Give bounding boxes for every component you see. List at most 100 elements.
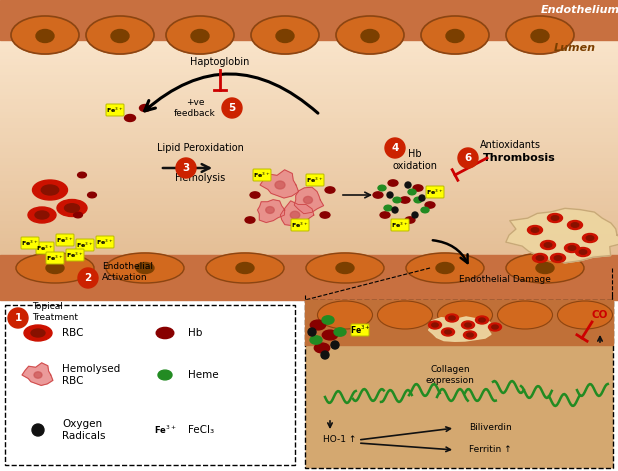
Text: Fe$^{3+}$: Fe$^{3+}$ [21, 238, 39, 248]
Ellipse shape [86, 16, 154, 54]
Bar [0, 40, 618, 44]
Ellipse shape [408, 189, 416, 195]
FancyBboxPatch shape [36, 242, 54, 254]
Circle shape [405, 182, 411, 188]
Ellipse shape [384, 205, 392, 211]
Bar [0, 63, 618, 67]
Text: CO: CO [592, 310, 608, 320]
FancyBboxPatch shape [351, 324, 369, 336]
Bar [0, 73, 618, 77]
Bar [305, 300, 613, 345]
Text: Biliverdin: Biliverdin [468, 423, 511, 432]
Bar [0, 130, 618, 133]
FancyBboxPatch shape [5, 305, 295, 465]
Text: FeCl₃: FeCl₃ [188, 425, 214, 435]
Ellipse shape [575, 247, 591, 257]
Bar [0, 239, 618, 243]
Text: 4: 4 [391, 143, 399, 153]
Ellipse shape [57, 200, 87, 217]
Text: 3: 3 [182, 163, 190, 173]
Circle shape [331, 341, 339, 349]
Bar [0, 199, 618, 203]
Ellipse shape [320, 212, 330, 218]
Bar [0, 162, 618, 166]
Bar [0, 205, 618, 210]
Bar [0, 149, 618, 153]
Polygon shape [258, 200, 285, 222]
Ellipse shape [325, 187, 335, 193]
Ellipse shape [544, 243, 552, 247]
Bar [0, 259, 618, 262]
Ellipse shape [323, 330, 337, 340]
Circle shape [387, 192, 393, 198]
Bar [0, 0, 618, 40]
Text: Fe$^{3+}$: Fe$^{3+}$ [85, 312, 106, 324]
Circle shape [8, 308, 28, 328]
Bar [0, 106, 618, 110]
Circle shape [419, 195, 425, 201]
Bar [0, 120, 618, 123]
Bar [0, 57, 618, 60]
Bar [0, 99, 618, 103]
Ellipse shape [446, 30, 464, 42]
Ellipse shape [528, 226, 543, 235]
Text: Topical
Treatment: Topical Treatment [32, 302, 78, 322]
Bar [0, 43, 618, 47]
Text: Fe$^{3+}$: Fe$^{3+}$ [66, 251, 83, 260]
Ellipse shape [11, 16, 79, 54]
Text: Fe$^{3+}$: Fe$^{3+}$ [391, 220, 408, 230]
Text: Fe$^{3+}$: Fe$^{3+}$ [426, 187, 444, 197]
Ellipse shape [531, 228, 539, 232]
Ellipse shape [446, 314, 459, 322]
Bar [0, 80, 618, 83]
FancyBboxPatch shape [56, 234, 74, 246]
Ellipse shape [441, 328, 454, 336]
Ellipse shape [24, 325, 52, 341]
Ellipse shape [583, 234, 598, 243]
FancyBboxPatch shape [76, 239, 94, 251]
Bar [0, 60, 618, 64]
Ellipse shape [28, 207, 56, 223]
Ellipse shape [290, 211, 300, 219]
Text: Endothelial Damage: Endothelial Damage [459, 276, 551, 284]
Bar [0, 47, 618, 50]
Bar [0, 186, 618, 189]
Bar [0, 192, 618, 196]
Text: Hemolysed
RBC: Hemolysed RBC [62, 364, 121, 386]
Ellipse shape [156, 327, 174, 339]
Ellipse shape [414, 197, 422, 203]
Ellipse shape [425, 202, 435, 208]
Text: Fe$^{3+}$: Fe$^{3+}$ [307, 175, 324, 185]
Text: Fe$^{3+}$: Fe$^{3+}$ [291, 220, 309, 230]
Text: 6: 6 [464, 153, 472, 163]
Bar [0, 126, 618, 130]
Bar [0, 50, 618, 54]
Bar [0, 232, 618, 236]
Ellipse shape [579, 250, 586, 254]
Bar [0, 123, 618, 127]
Text: Collagen
expression: Collagen expression [426, 365, 475, 385]
Circle shape [458, 148, 478, 168]
Text: Antioxidants: Antioxidants [480, 140, 541, 150]
Ellipse shape [191, 30, 209, 42]
Text: 1: 1 [14, 313, 22, 323]
FancyArrowPatch shape [433, 240, 468, 263]
Ellipse shape [64, 204, 80, 212]
Text: Lipid Peroxidation: Lipid Peroxidation [156, 143, 243, 153]
Circle shape [32, 424, 44, 436]
Bar [0, 103, 618, 107]
Ellipse shape [533, 253, 548, 262]
Ellipse shape [567, 220, 583, 229]
Text: Endothelium: Endothelium [540, 5, 618, 15]
Ellipse shape [373, 192, 383, 198]
Ellipse shape [361, 30, 379, 42]
Ellipse shape [140, 105, 151, 112]
Ellipse shape [479, 318, 485, 322]
Polygon shape [281, 201, 314, 226]
Ellipse shape [465, 323, 472, 327]
Bar [0, 265, 618, 269]
Polygon shape [428, 317, 493, 341]
Ellipse shape [393, 197, 401, 203]
Bar [0, 166, 618, 170]
Ellipse shape [388, 180, 398, 186]
